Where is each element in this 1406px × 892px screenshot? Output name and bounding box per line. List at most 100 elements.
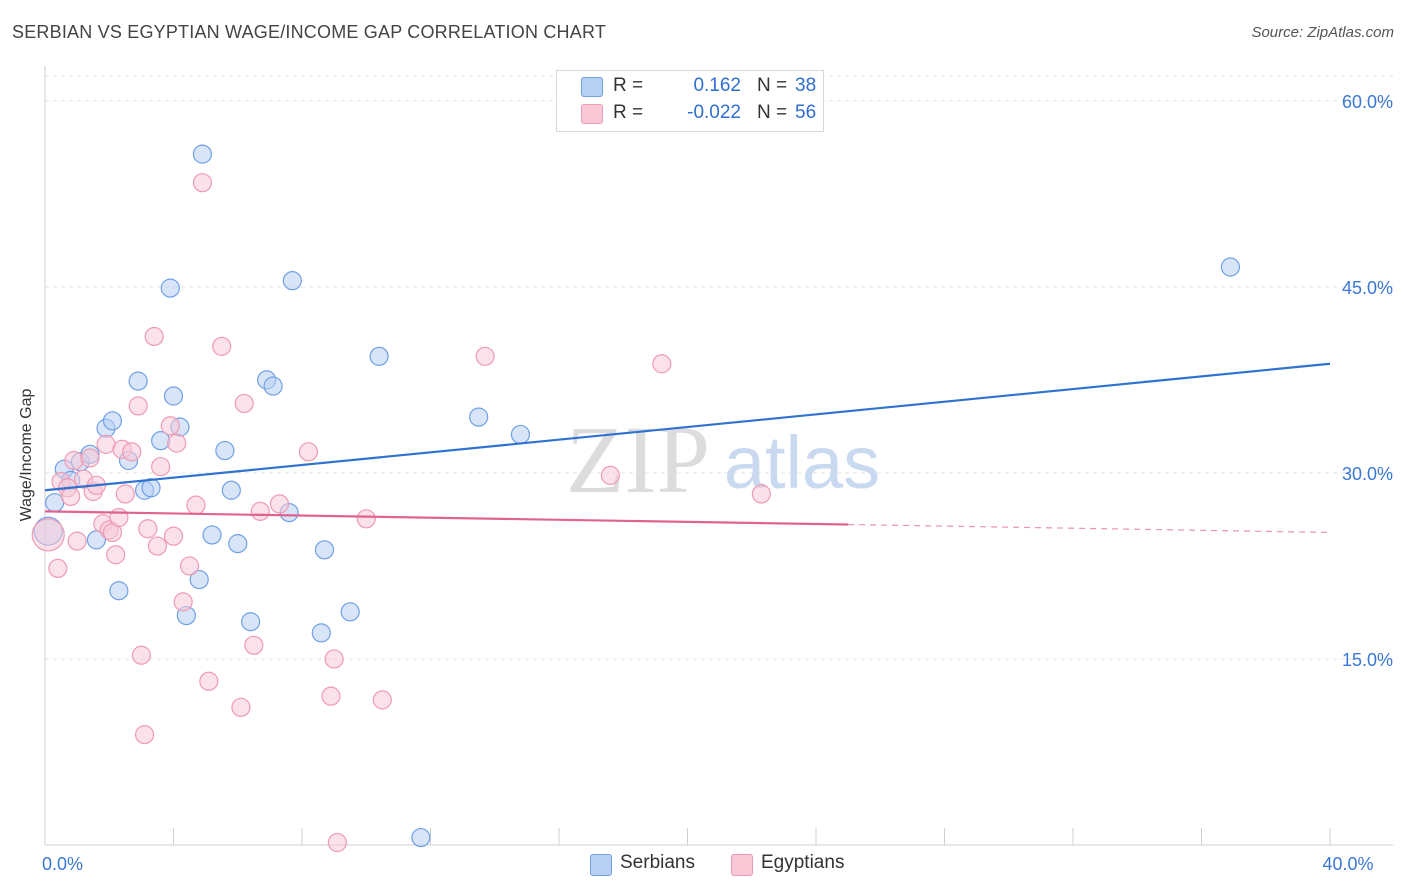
tick-labels: 15.0% 30.0% 45.0% 60.0% 0.0% 40.0%: [42, 92, 1393, 874]
egyptian-trend-line: [44, 510, 849, 526]
axes: [44, 66, 1393, 846]
egyptian-point: [167, 433, 187, 453]
egyptian-point: [324, 649, 344, 669]
egyptian-point: [163, 526, 184, 546]
n-label: N =: [757, 75, 788, 96]
gridlines: [45, 75, 1393, 660]
serbian-point: [241, 612, 261, 632]
egyptian-point: [212, 336, 232, 356]
egyptian-point: [138, 519, 158, 539]
egyptian-point: [128, 396, 148, 416]
egyptian-point: [115, 484, 135, 504]
r-label: R =: [613, 102, 644, 123]
serbian-point: [263, 376, 283, 396]
serbian-point: [228, 534, 248, 554]
watermark-atlas: atlas: [724, 421, 880, 504]
egyptian-point: [186, 495, 206, 515]
r-value: 0.162: [693, 75, 741, 96]
egyptian-point: [751, 484, 771, 504]
egyptian-point: [109, 507, 129, 528]
r-value: -0.022: [687, 102, 741, 123]
serbian-point: [128, 371, 148, 391]
egyptian-point: [48, 558, 68, 579]
serbian-point: [160, 278, 180, 298]
egyptian-point: [327, 832, 347, 853]
serbian-point: [314, 540, 335, 560]
y-tick-label: 15.0%: [1342, 650, 1393, 670]
egyptian-point: [600, 465, 621, 485]
x-tick-label: 0.0%: [42, 854, 83, 874]
egyptian-point: [250, 501, 270, 521]
watermark-zip: ZIP: [566, 406, 710, 513]
egyptian-point: [652, 354, 672, 374]
serbian-point: [340, 602, 360, 622]
serbian-point: [311, 623, 331, 643]
egyptian-point: [475, 346, 495, 366]
stats-legend: R = 0.162 N = 38 R = -0.022 N = 56: [556, 70, 824, 132]
egyptians-legend-label: Egyptians: [761, 852, 845, 873]
watermark: ZIP atlas: [566, 406, 880, 513]
egyptian-point: [356, 509, 376, 529]
egyptian-point: [131, 645, 151, 665]
egyptian-point: [151, 457, 171, 477]
egyptians-legend-swatch: [731, 854, 753, 876]
egyptian-point: [96, 434, 116, 454]
egyptian-point: [144, 326, 164, 347]
egyptian-point: [122, 442, 142, 462]
egyptian-point: [298, 442, 319, 462]
serbian-trend-line: [44, 362, 1331, 492]
serbian-point: [221, 480, 241, 500]
chart-source: Source: ZipAtlas.com: [1251, 24, 1394, 41]
egyptian-trend-extension: [848, 523, 1331, 534]
n-label: N =: [757, 102, 788, 123]
egyptian-point: [106, 545, 126, 565]
r-label: R =: [613, 75, 644, 96]
egyptian-point: [244, 635, 264, 655]
egyptian-point: [80, 448, 100, 468]
trend-lines: [44, 362, 1331, 534]
egyptians-swatch: [581, 104, 603, 124]
egyptian-point: [64, 450, 84, 471]
chart-title: SERBIAN VS EGYPTIAN WAGE/INCOME GAP CORR…: [12, 22, 607, 42]
serbian-point: [282, 271, 302, 291]
egyptian-point: [199, 671, 219, 691]
n-value: 38: [795, 75, 817, 96]
egyptian-point: [231, 697, 251, 717]
serbians-legend-swatch: [590, 854, 612, 876]
egyptian-point: [372, 690, 392, 710]
serbians-swatch: [581, 77, 603, 97]
egyptian-point: [31, 518, 65, 552]
egyptian-point: [134, 725, 155, 745]
serbian-point: [215, 440, 235, 461]
serbian-point: [510, 424, 531, 445]
egyptian-point: [61, 486, 81, 507]
y-tick-label: 30.0%: [1342, 464, 1393, 484]
egyptian-point: [269, 494, 290, 514]
serbian-point: [163, 386, 184, 406]
egyptian-point: [234, 393, 254, 414]
serbian-point: [1220, 257, 1241, 277]
serbian-point: [369, 346, 389, 366]
serbian-point: [411, 827, 431, 848]
serbian-point: [102, 411, 123, 431]
egyptian-point: [147, 536, 168, 556]
serbian-point: [192, 144, 213, 164]
serbian-point: [109, 581, 129, 601]
serbian-point: [189, 569, 209, 590]
serbians-legend-label: Serbians: [620, 852, 695, 873]
data-points: [31, 144, 1241, 853]
x-tick-label: 40.0%: [1322, 854, 1373, 874]
egyptian-point: [192, 173, 213, 193]
y-tick-label: 45.0%: [1342, 278, 1393, 298]
y-tick-label: 60.0%: [1342, 92, 1393, 112]
egyptian-point: [173, 592, 193, 612]
egyptian-point: [67, 531, 87, 551]
n-value: 56: [795, 102, 817, 123]
serbian-point: [202, 525, 222, 545]
serbian-point: [469, 407, 489, 427]
egyptian-point: [160, 416, 180, 436]
serbian-point: [45, 493, 65, 513]
egyptian-point: [179, 556, 200, 576]
egyptian-point: [321, 686, 341, 706]
